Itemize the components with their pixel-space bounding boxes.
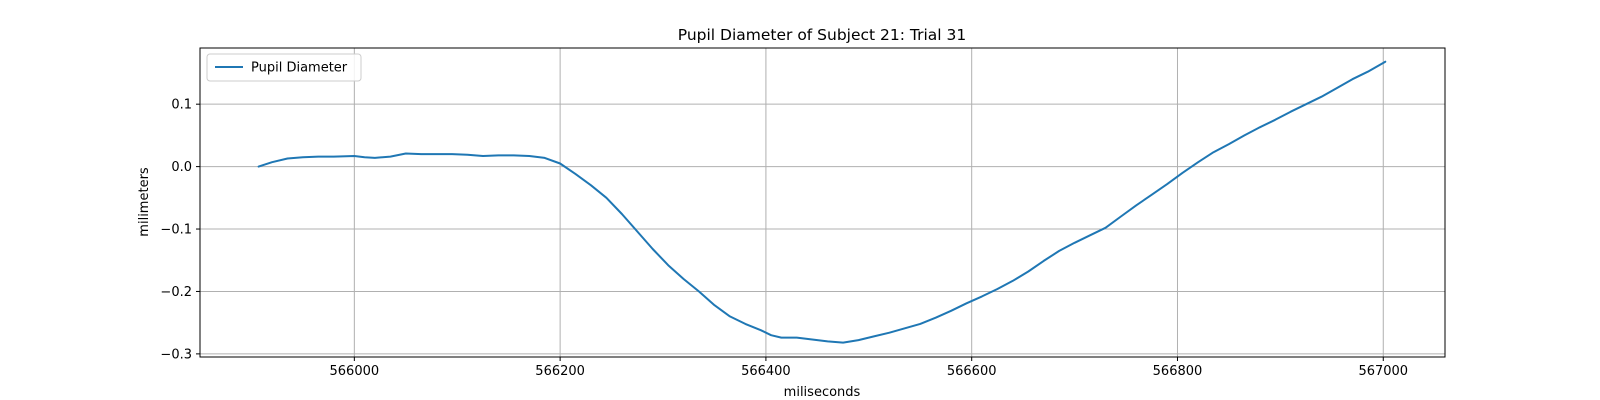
chart-title: Pupil Diameter of Subject 21: Trial 31 [678,26,967,44]
x-tick-label: 566000 [330,364,380,379]
x-tick-label: 566200 [535,364,585,379]
x-axis-label: miliseconds [784,385,861,400]
y-tick-label: −0.3 [160,347,192,362]
legend-label: Pupil Diameter [251,61,348,76]
series-line-pupil-diameter [257,60,1387,344]
x-tick-label: 566400 [741,364,791,379]
y-tick-label: 0.0 [171,160,192,175]
y-tick-label: 0.1 [171,98,192,113]
x-axis: 566000 566200 566400 566600 566800 567000 [330,357,1408,379]
plot-frame [199,47,1446,358]
plot-series [257,60,1387,344]
x-tick-label: 567000 [1358,364,1408,379]
grid [200,48,1445,357]
x-tick-label: 566800 [1153,364,1203,379]
y-axis: −0.3 −0.2 −0.1 0.0 0.1 [160,98,200,362]
y-axis-label: milimeters [137,167,152,237]
y-tick-label: −0.1 [160,223,192,238]
legend: Pupil Diameter [206,53,362,82]
legend-box [206,53,362,82]
x-tick-label: 566600 [947,364,997,379]
y-tick-label: −0.2 [160,285,192,300]
